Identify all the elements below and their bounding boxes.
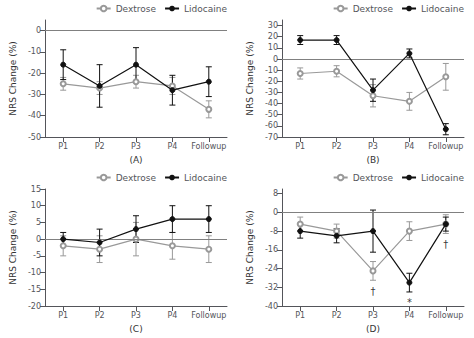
- svg-text:-10: -10: [28, 268, 41, 277]
- svg-text:Lidocaine: Lidocaine: [421, 4, 464, 14]
- svg-text:10: 10: [31, 201, 41, 210]
- svg-text:(A): (A): [129, 155, 142, 165]
- svg-text:-5: -5: [33, 251, 41, 260]
- svg-text:0: 0: [36, 26, 41, 35]
- svg-text:5: 5: [36, 218, 41, 227]
- svg-text:†: †: [371, 286, 376, 297]
- svg-text:-24: -24: [265, 264, 278, 273]
- svg-text:-15: -15: [28, 285, 41, 294]
- svg-text:Lidocaine: Lidocaine: [184, 4, 227, 14]
- svg-text:-70: -70: [265, 133, 278, 142]
- svg-text:P4: P4: [404, 311, 414, 320]
- svg-text:-40: -40: [265, 302, 278, 311]
- svg-text:(D): (D): [366, 324, 380, 334]
- svg-text:P4: P4: [167, 142, 177, 151]
- svg-text:10: 10: [268, 43, 278, 52]
- svg-text:P4: P4: [404, 142, 414, 151]
- svg-text:-50: -50: [28, 133, 41, 142]
- svg-text:30: 30: [268, 21, 278, 30]
- svg-text:-10: -10: [28, 47, 41, 56]
- svg-text:15: 15: [31, 185, 41, 194]
- svg-text:-50: -50: [265, 110, 278, 119]
- svg-text:P2: P2: [332, 142, 342, 151]
- svg-text:-60: -60: [265, 121, 278, 130]
- svg-text:Dextrose: Dextrose: [353, 173, 394, 183]
- svg-text:Lidocaine: Lidocaine: [421, 173, 464, 183]
- svg-text:P2: P2: [95, 311, 105, 320]
- svg-text:Dextrose: Dextrose: [353, 4, 394, 14]
- svg-text:0: 0: [36, 235, 41, 244]
- svg-text:-16: -16: [265, 245, 278, 254]
- svg-text:-20: -20: [265, 77, 278, 86]
- svg-text:P3: P3: [131, 142, 141, 151]
- svg-text:(B): (B): [366, 155, 379, 165]
- svg-text:NRS Change (%): NRS Change (%): [8, 41, 18, 115]
- svg-text:-8: -8: [270, 227, 278, 236]
- svg-text:P3: P3: [131, 311, 141, 320]
- svg-text:20: 20: [268, 32, 278, 41]
- svg-text:P1: P1: [295, 311, 305, 320]
- svg-text:-32: -32: [265, 283, 278, 292]
- svg-text:Dextrose: Dextrose: [116, 4, 157, 14]
- svg-text:8: 8: [273, 189, 278, 198]
- svg-text:-30: -30: [265, 88, 278, 97]
- svg-text:P2: P2: [95, 142, 105, 151]
- svg-text:P1: P1: [295, 142, 305, 151]
- svg-text:NRS Change (%): NRS Change (%): [245, 41, 255, 115]
- svg-text:-40: -40: [265, 99, 278, 108]
- svg-text:†: †: [443, 239, 448, 250]
- svg-text:P4: P4: [167, 311, 177, 320]
- svg-text:0: 0: [273, 208, 278, 217]
- svg-text:Dextrose: Dextrose: [116, 173, 157, 183]
- svg-text:Followup: Followup: [428, 142, 463, 151]
- svg-text:NRS Change (%): NRS Change (%): [8, 210, 18, 284]
- svg-text:0: 0: [273, 55, 278, 64]
- svg-text:P2: P2: [332, 311, 342, 320]
- svg-text:Lidocaine: Lidocaine: [184, 173, 227, 183]
- svg-text:*: *: [407, 297, 412, 308]
- svg-text:-10: -10: [265, 66, 278, 75]
- svg-text:Followup: Followup: [191, 311, 226, 320]
- svg-text:P1: P1: [58, 142, 68, 151]
- svg-text:-30: -30: [28, 90, 41, 99]
- svg-text:P3: P3: [368, 311, 378, 320]
- svg-text:-20: -20: [28, 302, 41, 311]
- svg-text:P3: P3: [368, 142, 378, 151]
- svg-text:NRS Change (%): NRS Change (%): [245, 210, 255, 284]
- svg-text:-40: -40: [28, 111, 41, 120]
- svg-text:-20: -20: [28, 69, 41, 78]
- svg-text:P1: P1: [58, 311, 68, 320]
- svg-text:Followup: Followup: [191, 142, 226, 151]
- svg-text:Followup: Followup: [428, 311, 463, 320]
- svg-text:(C): (C): [129, 324, 142, 334]
